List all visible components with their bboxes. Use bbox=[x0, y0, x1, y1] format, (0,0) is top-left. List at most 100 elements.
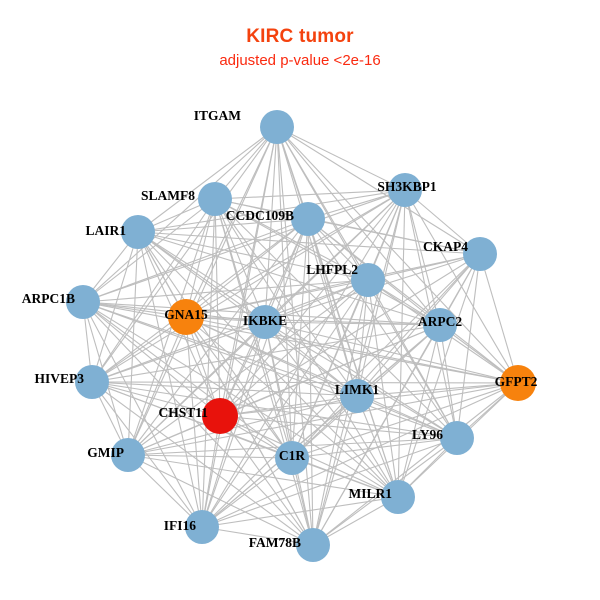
graph-edge bbox=[312, 395, 358, 546]
graph-edge bbox=[82, 301, 399, 498]
graph-node[interactable] bbox=[111, 438, 145, 472]
graph-edge bbox=[264, 321, 358, 397]
graph-node-label: LAIR1 bbox=[85, 223, 126, 238]
graph-edge bbox=[137, 231, 481, 255]
graph-node[interactable] bbox=[388, 173, 422, 207]
graph-edge bbox=[137, 231, 399, 498]
graph-edge bbox=[201, 496, 399, 528]
graph-edge bbox=[91, 381, 519, 384]
graph-node[interactable] bbox=[75, 365, 109, 399]
graph-edge bbox=[82, 301, 519, 384]
graph-node-label: GNA15 bbox=[164, 307, 208, 322]
graph-node[interactable] bbox=[423, 308, 457, 342]
graph-node[interactable] bbox=[381, 480, 415, 514]
graph-node[interactable] bbox=[260, 110, 294, 144]
graph-node[interactable] bbox=[463, 237, 497, 271]
graph-edge bbox=[82, 301, 458, 439]
graph-edge bbox=[82, 218, 309, 303]
graph-node[interactable] bbox=[351, 263, 385, 297]
graph-node[interactable] bbox=[66, 285, 100, 319]
graph-edge bbox=[137, 231, 266, 323]
graph-node[interactable] bbox=[198, 182, 232, 216]
graph-node[interactable] bbox=[296, 528, 330, 562]
graph-edge bbox=[82, 301, 314, 546]
graph-edge bbox=[127, 382, 519, 456]
graph-edge bbox=[91, 316, 187, 383]
graph-node[interactable] bbox=[202, 398, 238, 434]
graph-edge bbox=[91, 189, 406, 383]
graph-edge bbox=[397, 189, 406, 498]
graph-edge bbox=[307, 218, 399, 498]
graph-edge bbox=[214, 198, 314, 546]
graph-edge bbox=[91, 381, 358, 397]
graph-edge bbox=[137, 218, 309, 233]
graph-edge bbox=[91, 381, 314, 546]
graph-edge bbox=[307, 218, 458, 439]
graph-node[interactable] bbox=[340, 379, 374, 413]
graph-edge bbox=[185, 316, 293, 459]
graph-edge bbox=[264, 321, 441, 326]
graph-node-label: FAM78B bbox=[249, 535, 301, 550]
page-subtitle: adjusted p-value <2e-16 bbox=[219, 52, 381, 69]
graph-edge bbox=[91, 198, 216, 383]
graph-node-label: LY96 bbox=[412, 427, 443, 442]
graph-node[interactable] bbox=[185, 510, 219, 544]
graph-edge bbox=[201, 457, 293, 528]
graph-node-label: GMIP bbox=[87, 445, 124, 460]
graph-node[interactable] bbox=[248, 305, 282, 339]
graph-edge bbox=[264, 321, 519, 384]
graph-edge bbox=[264, 321, 314, 546]
graph-edge bbox=[82, 301, 358, 397]
title-block: KIRC tumor adjusted p-value <2e-16 bbox=[0, 26, 600, 71]
graph-edge bbox=[312, 324, 441, 546]
graph-edge bbox=[214, 198, 221, 417]
graph-node-label: LIMK1 bbox=[335, 382, 380, 397]
graph-node[interactable] bbox=[275, 441, 309, 475]
graph-edge bbox=[91, 218, 309, 383]
graph-edge bbox=[201, 189, 406, 528]
graph-edge bbox=[91, 324, 441, 383]
graph-edge bbox=[219, 395, 358, 417]
graph-edge bbox=[264, 321, 399, 498]
graph-node[interactable] bbox=[440, 421, 474, 455]
graph-edge bbox=[219, 253, 481, 417]
graph-edge bbox=[439, 324, 458, 439]
graph-edge bbox=[276, 126, 293, 459]
graph-node-label: ARPC2 bbox=[418, 314, 462, 329]
graph-edge bbox=[127, 321, 266, 456]
graph-node[interactable] bbox=[500, 365, 536, 401]
graph-edge bbox=[276, 126, 519, 384]
graph-edge bbox=[137, 231, 203, 528]
graph-edge bbox=[312, 279, 369, 546]
nodes-layer bbox=[66, 110, 536, 562]
graph-node-label: IKBKE bbox=[243, 313, 287, 328]
graph-edge bbox=[356, 189, 406, 397]
graph-edge bbox=[219, 415, 458, 439]
graph-edge bbox=[201, 437, 458, 528]
graph-node-label: MILR1 bbox=[349, 486, 393, 501]
graph-edge bbox=[356, 382, 519, 397]
graph-node-label: ITGAM bbox=[194, 108, 242, 123]
graph-edge bbox=[214, 189, 406, 200]
graph-node-label: CCDC109B bbox=[226, 208, 294, 223]
graph-node[interactable] bbox=[168, 299, 204, 335]
graph-edge bbox=[91, 321, 266, 383]
graph-node-label: SLAMF8 bbox=[141, 188, 195, 203]
graph-node-label: HIVEP3 bbox=[34, 371, 84, 386]
graph-edge bbox=[307, 218, 358, 397]
graph-edge bbox=[276, 126, 481, 255]
graph-edge bbox=[397, 324, 441, 498]
graph-edge bbox=[127, 454, 293, 459]
graph-edge bbox=[479, 253, 519, 384]
graph-node[interactable] bbox=[291, 202, 325, 236]
graph-edge bbox=[137, 126, 278, 233]
graph-edge bbox=[185, 316, 203, 528]
graph-edge bbox=[137, 231, 369, 281]
graph-edge bbox=[276, 126, 441, 326]
graph-edge bbox=[137, 231, 441, 326]
graph-edge bbox=[91, 126, 278, 383]
graph-node[interactable] bbox=[121, 215, 155, 249]
graph-edge bbox=[307, 218, 481, 255]
